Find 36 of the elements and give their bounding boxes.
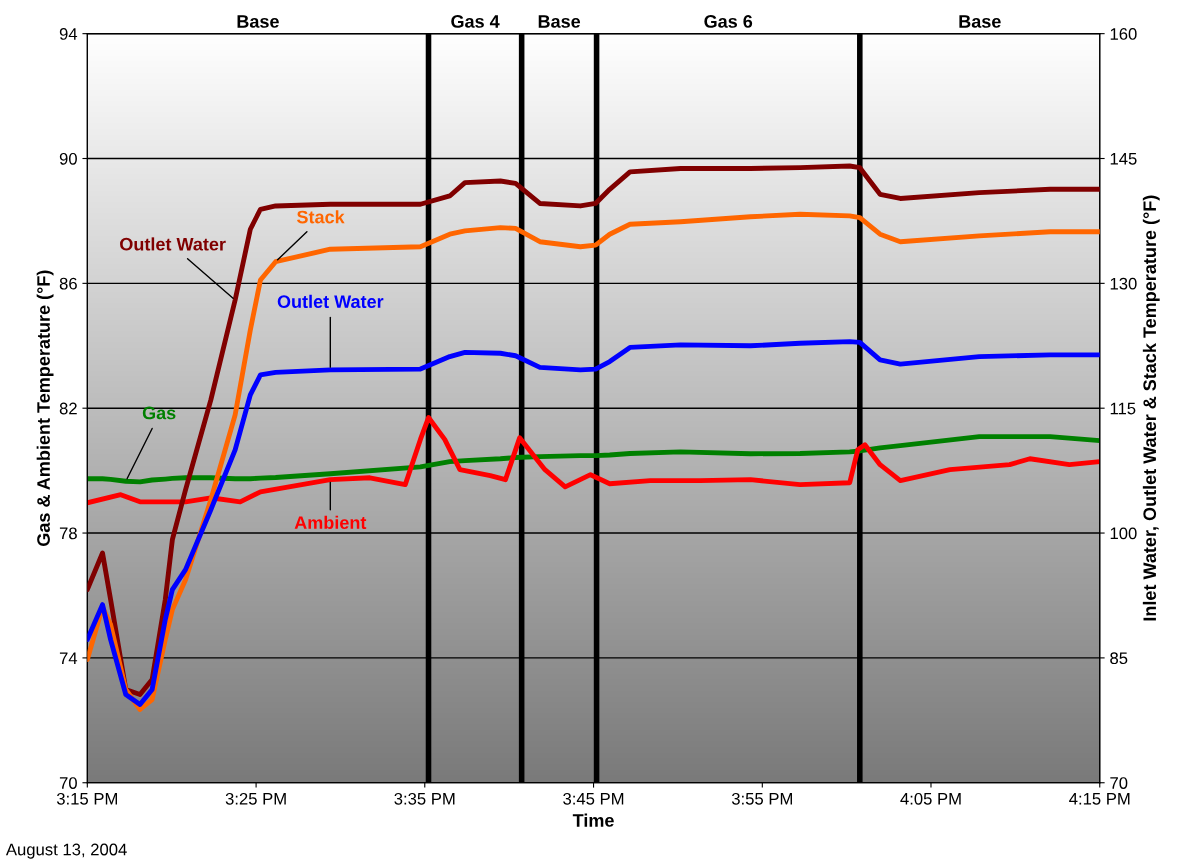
text: Base bbox=[237, 15, 279, 28]
x-tick-label: 4:15 PM bbox=[1069, 793, 1130, 805]
y-tick-label: 86 bbox=[59, 277, 77, 290]
y2-tick-label: 70 bbox=[1110, 777, 1128, 789]
text: Gas 6 bbox=[704, 15, 753, 28]
y-axis-title: Gas & Ambient Temperature (°F) bbox=[36, 270, 54, 546]
y2-tick-label: 145 bbox=[1110, 153, 1137, 165]
y2-tick-label: 100 bbox=[1110, 527, 1137, 540]
text: Gas bbox=[142, 406, 176, 420]
x-tick-label: 3:55 PM bbox=[731, 792, 792, 805]
x-tick-label: 3:25 PM bbox=[225, 792, 286, 805]
y-tick-label: 74 bbox=[59, 652, 78, 664]
line-series bbox=[87, 434, 1100, 485]
y2-axis-title: Inlet Water, Outlet Water & Stack Temperature (°F) bbox=[1142, 195, 1160, 621]
text: Outlet Water bbox=[277, 294, 384, 309]
x-axis-title: Time bbox=[572, 813, 614, 827]
text: August 13, 2004 bbox=[5, 843, 127, 859]
x-tick-label: 3:15 PM bbox=[56, 792, 117, 805]
x-tick-label: 4:05 PM bbox=[900, 792, 961, 805]
text: Base bbox=[959, 15, 1001, 28]
y2-tick-label: 85 bbox=[1110, 652, 1128, 665]
y-tick-label: 78 bbox=[59, 527, 77, 540]
series-label: Stack bbox=[296, 210, 345, 224]
text: Gas 4 bbox=[451, 15, 500, 28]
series-label: Outlet Water bbox=[120, 237, 226, 251]
y2-tick-label: 115 bbox=[1110, 402, 1136, 415]
y-tick-label: 70 bbox=[59, 777, 77, 789]
series-label: Ambient bbox=[294, 515, 367, 530]
y2-tick-label: 130 bbox=[1110, 277, 1137, 290]
text: Base bbox=[538, 15, 581, 28]
y2-tick-label: 160 bbox=[1110, 28, 1137, 40]
x-tick-label: 3:35 PM bbox=[394, 792, 455, 805]
y-tick-label: 94 bbox=[59, 28, 78, 40]
y-tick-label: 90 bbox=[59, 152, 77, 165]
x-tick-label: 3:45 PM bbox=[563, 792, 624, 805]
y-tick-label: 82 bbox=[59, 402, 77, 415]
